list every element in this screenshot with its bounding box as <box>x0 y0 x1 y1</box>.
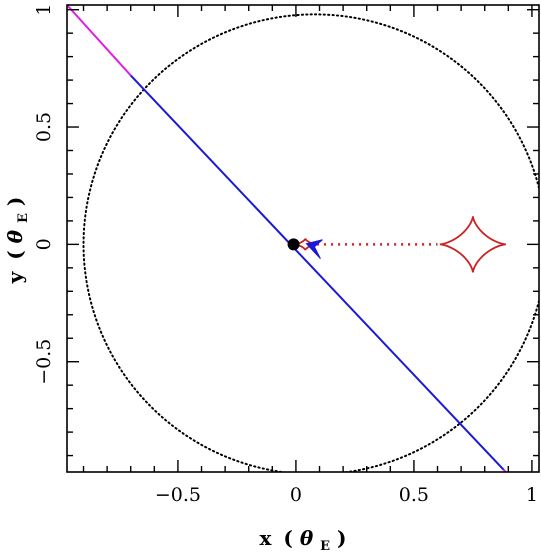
x-axis-label: x ( θ E ) <box>259 526 346 555</box>
lens-mass-point <box>287 238 300 251</box>
x-tick-label: −0.5 <box>155 484 201 506</box>
x-axis-label-sub: E <box>320 539 330 554</box>
y-axis-label-sub: E <box>16 213 31 223</box>
y-axis-label-symbol: θ <box>3 229 27 243</box>
caustic-blue-cusp <box>305 239 323 260</box>
x-axis-label-open: ( <box>283 526 292 550</box>
critical-curve <box>82 13 539 472</box>
x-tick-label: 1 <box>526 484 538 506</box>
plot-frame <box>66 4 540 473</box>
y-axis-label-close: ) <box>3 197 27 206</box>
y-axis-label: y ( θ E ) <box>3 197 32 285</box>
caustic-primary <box>439 216 507 273</box>
y-axis-label-open: ( <box>3 250 27 259</box>
x-tick-label: 0.5 <box>399 484 429 506</box>
axis-ticks: −0.5 0 0.5 1 −0.5 0 0.5 1 <box>33 4 539 506</box>
x-tick-label: 0 <box>290 484 302 506</box>
trajectory-segment-2 <box>129 74 505 471</box>
trajectory-segment-1 <box>67 5 132 77</box>
y-tick-label: 0 <box>33 238 55 250</box>
y-tick-label: −0.5 <box>33 339 55 385</box>
x-axis-label-close: ) <box>337 526 346 550</box>
x-axis-label-symbol: θ <box>300 526 314 550</box>
plot-area <box>67 5 539 472</box>
y-axis-label-main: y <box>3 270 27 284</box>
y-tick-label: 1 <box>33 4 55 16</box>
x-axis-label-main: x <box>259 526 272 550</box>
y-tick-label: 0.5 <box>33 112 55 142</box>
